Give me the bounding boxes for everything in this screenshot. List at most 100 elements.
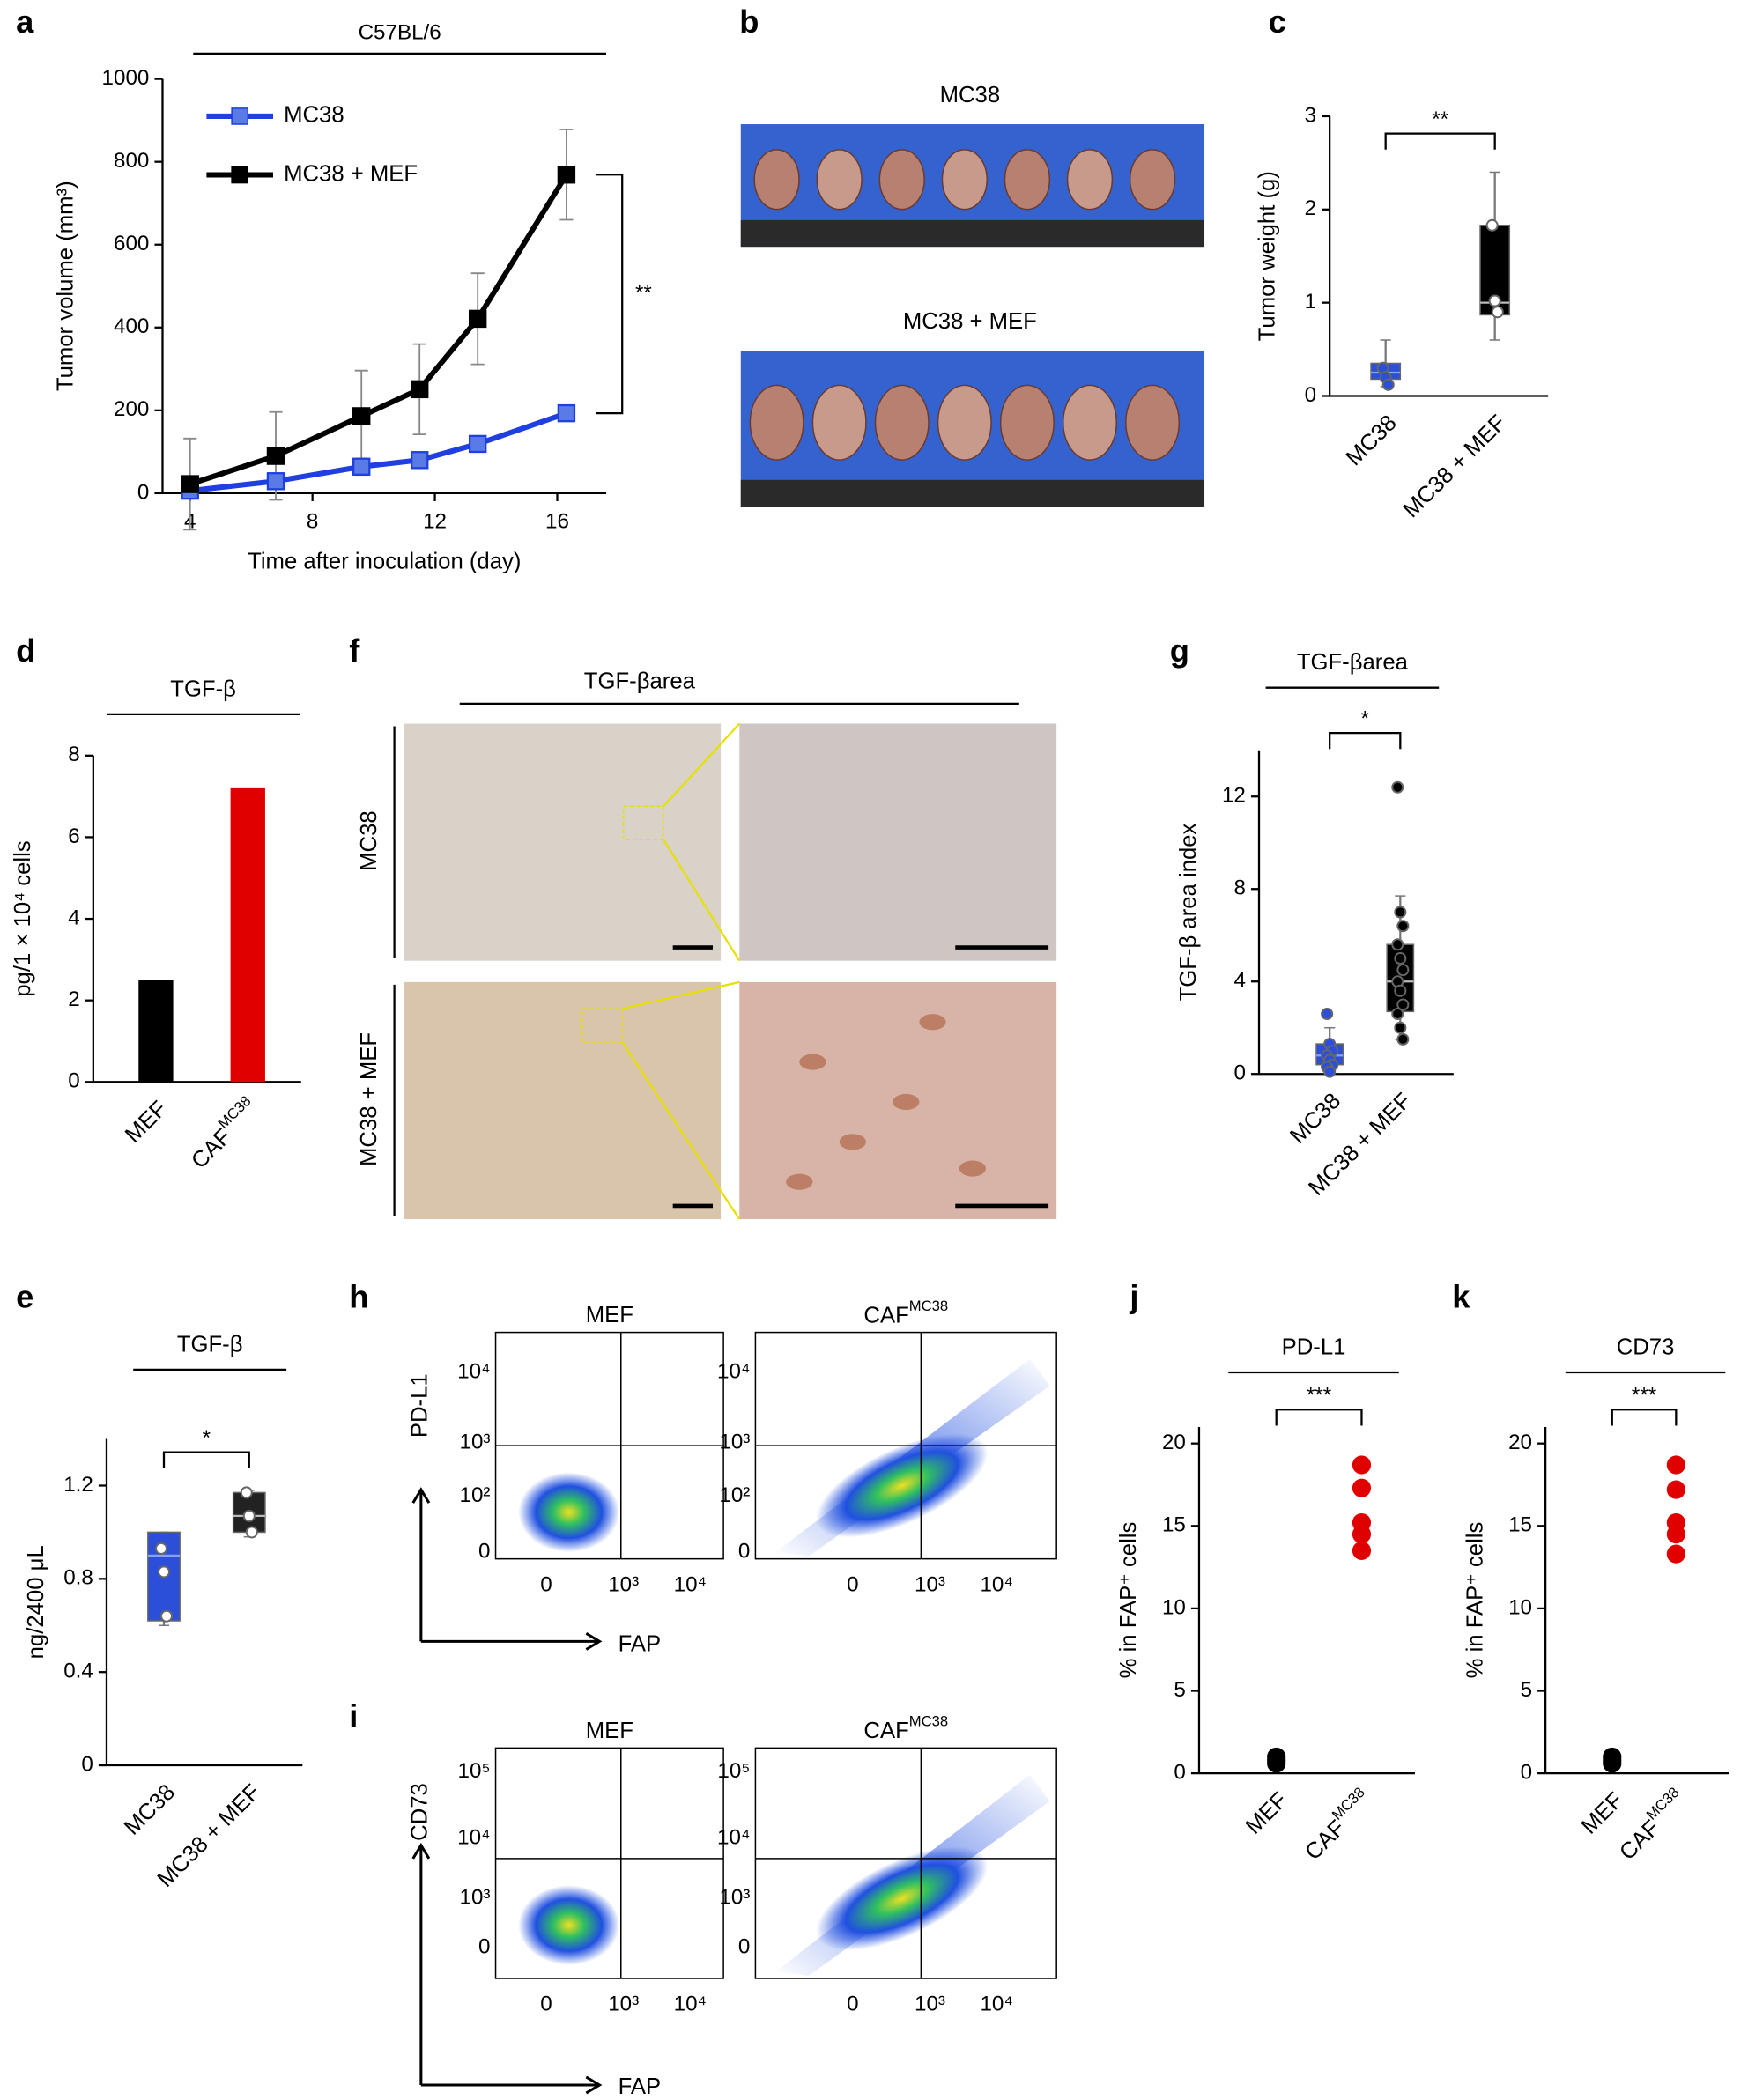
marker xyxy=(410,380,429,399)
y-tick-label: 15 xyxy=(1508,1513,1532,1537)
panel-label: h xyxy=(349,1278,368,1314)
chart-title: TGF-βarea xyxy=(1297,650,1409,675)
flow-y-tick-label: 0 xyxy=(738,1935,750,1959)
point xyxy=(245,1526,258,1539)
stained-cell xyxy=(799,1054,826,1070)
flow-y-tick-label: 10⁴ xyxy=(717,1826,750,1850)
panel-label: f xyxy=(349,632,360,669)
point xyxy=(1381,378,1395,391)
tumor xyxy=(874,384,930,461)
y-tick-label: 0 xyxy=(81,1752,93,1776)
flow-title: MEF xyxy=(586,1303,633,1327)
flow-y-tick-label: 10⁵ xyxy=(717,1759,750,1783)
point xyxy=(1352,1455,1372,1475)
y-tick-label: 20 xyxy=(1162,1431,1186,1454)
flow-y-tick-label: 10⁴ xyxy=(457,1826,490,1850)
chart-title: PD-L1 xyxy=(1282,1335,1346,1360)
flow-x-tick-label: 0 xyxy=(847,1993,858,2016)
point xyxy=(1396,1032,1410,1046)
x-tick-label: MEF xyxy=(1241,1788,1292,1839)
zoom-line xyxy=(621,1041,741,1220)
photo-row-label: MC38 xyxy=(940,83,1001,107)
legend-marker xyxy=(231,107,249,125)
marker xyxy=(468,309,487,329)
chart-title: TGF-β xyxy=(170,677,236,701)
y-tick-label: 10 xyxy=(1162,1595,1186,1619)
significance-bracket xyxy=(1275,1409,1363,1426)
y-tick-label: 0.4 xyxy=(63,1660,93,1683)
y-tick-label: 400 xyxy=(114,314,149,338)
flow-y-label: CD73 xyxy=(408,1783,433,1841)
flow-density xyxy=(518,1885,620,1965)
chart-title: TGF-β xyxy=(177,1332,243,1357)
point xyxy=(1666,1480,1685,1499)
y-tick-label: 4 xyxy=(1233,969,1245,993)
flow-title-sup: MC38 xyxy=(909,1298,948,1314)
y-tick-label: 0 xyxy=(1233,1061,1245,1085)
ihc-image xyxy=(404,723,722,961)
marker xyxy=(557,403,576,423)
y-axis-label: ng/2400 μL xyxy=(24,1545,48,1659)
point xyxy=(1491,306,1504,319)
flow-x-tick-label: 10⁴ xyxy=(980,1572,1012,1596)
x-tick-label: MEF xyxy=(121,1097,172,1148)
y-tick-label: 15 xyxy=(1162,1513,1186,1537)
tumor xyxy=(1129,149,1176,211)
flow-y-tick-label: 10³ xyxy=(460,1886,491,1910)
y-axis-label: pg/1 × 10⁴ cells xyxy=(11,840,35,996)
flow-title: CAFMC38 xyxy=(863,1713,948,1743)
tumor xyxy=(999,384,1055,461)
y-tick-label: 6 xyxy=(68,824,79,848)
x-tick-label: MC38 xyxy=(1342,410,1402,470)
marker xyxy=(266,472,285,491)
bar xyxy=(138,980,174,1083)
tumor xyxy=(811,384,867,461)
axis-arrow xyxy=(411,1842,603,2095)
tumor xyxy=(749,384,804,461)
panel-label: j xyxy=(1129,1278,1138,1314)
panel-label: k xyxy=(1452,1278,1470,1314)
series-line xyxy=(189,410,567,494)
flow-y-tick-label: 10² xyxy=(719,1483,750,1507)
point xyxy=(1352,1541,1372,1560)
flow-y-tick-label: 10⁴ xyxy=(717,1359,750,1383)
flow-x-tick-label: 10³ xyxy=(915,1993,945,2016)
stained-cell xyxy=(786,1173,813,1190)
marker xyxy=(410,451,429,470)
panel-label: a xyxy=(16,4,34,40)
panel-label: g xyxy=(1170,632,1189,669)
y-tick-label: 2 xyxy=(68,987,79,1011)
x-tick-label-sup: MC38 xyxy=(1643,1784,1683,1823)
point xyxy=(1391,1007,1404,1021)
x-tick-label: CAFMC38 xyxy=(1611,1784,1692,1865)
stained-cell xyxy=(919,1014,946,1031)
significance-bracket xyxy=(1611,1409,1678,1426)
y-axis-label: TGF-β area index xyxy=(1176,823,1201,1001)
x-tick-label-main: CAF xyxy=(1300,1815,1350,1865)
marker xyxy=(266,447,285,465)
point xyxy=(1391,780,1404,794)
panel-label: d xyxy=(16,632,35,669)
tumor xyxy=(1125,384,1181,461)
panel-label: b xyxy=(739,4,759,40)
point xyxy=(1396,920,1410,933)
point xyxy=(1603,1747,1622,1766)
x-tick-label: 12 xyxy=(423,510,447,534)
tumor xyxy=(1004,149,1051,211)
x-axis-label: Time after inoculation (day) xyxy=(248,549,521,573)
y-tick-label: 0 xyxy=(68,1069,79,1093)
flow-x-tick-label: 10⁴ xyxy=(674,1993,707,2016)
y-tick-label: 0.8 xyxy=(63,1566,93,1590)
y-axis-label: Tumor volume (mm³) xyxy=(53,181,78,391)
point xyxy=(1352,1478,1372,1497)
marker xyxy=(352,407,371,425)
tumor xyxy=(941,149,988,211)
y-axis-label: Tumor weight (g) xyxy=(1255,171,1279,341)
flow-density xyxy=(816,1433,989,1538)
flow-y-tick-label: 0 xyxy=(478,1539,490,1563)
ruler xyxy=(740,479,1205,507)
axis-arrow xyxy=(411,1487,603,1651)
point xyxy=(1321,1007,1334,1021)
